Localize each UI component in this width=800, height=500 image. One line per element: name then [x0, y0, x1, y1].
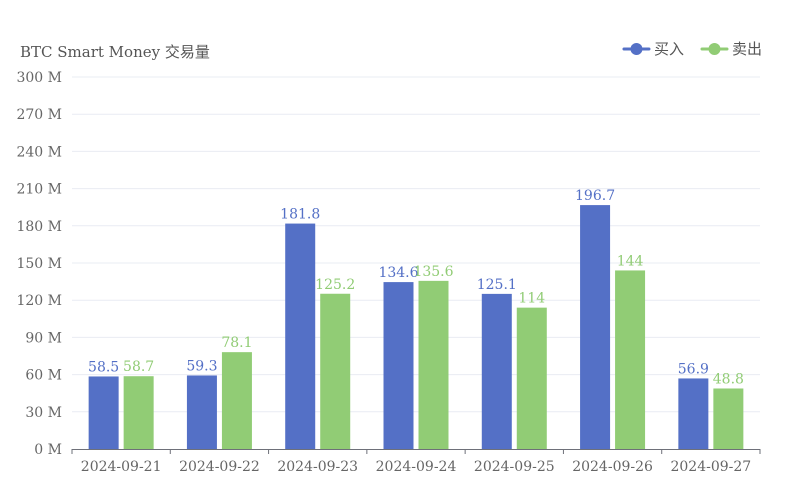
- legend-dot-icon: [630, 43, 643, 55]
- bar-buy[interactable]: [186, 375, 217, 449]
- x-tick-label: 2024-09-25: [474, 459, 555, 475]
- data-label: 134.6: [378, 265, 418, 281]
- bar-buy[interactable]: [678, 378, 709, 449]
- y-tick-label: 90 M: [25, 330, 62, 346]
- y-tick-label: 240 M: [16, 144, 62, 160]
- data-label: 196.7: [575, 188, 615, 204]
- legend-label: 买入: [654, 40, 684, 58]
- data-labels: 58.5 59.3 181.8 134.6 125.1 196.7 56.9 58.7 78.1…: [88, 188, 744, 387]
- bar-buy[interactable]: [88, 376, 119, 449]
- y-tick-label: 120 M: [16, 293, 62, 309]
- bar-buy[interactable]: [285, 223, 316, 449]
- legend-dot-icon: [708, 43, 721, 55]
- bar-sell[interactable]: [320, 293, 351, 449]
- x-tick-label: 2024-09-23: [277, 459, 358, 475]
- x-tick-label: 2024-09-21: [81, 459, 162, 475]
- axes: 0 M 30 M 60 M 90 M 120 M 150 M 180 M 210 M 240 M…: [16, 70, 761, 475]
- x-tick-label: 2024-09-26: [572, 459, 653, 475]
- y-tick-label: 30 M: [25, 405, 62, 421]
- data-label: 135.6: [413, 264, 453, 280]
- data-label: 114: [518, 291, 545, 307]
- data-label: 125.2: [315, 277, 355, 293]
- bar-sell[interactable]: [615, 270, 646, 449]
- grid-lines: [72, 76, 760, 413]
- legend-label: 卖出: [732, 40, 762, 58]
- data-label: 59.3: [186, 358, 217, 374]
- bar-sell[interactable]: [713, 388, 744, 449]
- data-label: 48.8: [713, 371, 744, 387]
- bar-sell[interactable]: [418, 280, 449, 449]
- y-tick-label: 150 M: [16, 256, 62, 272]
- bar-buy[interactable]: [580, 205, 611, 449]
- bars: [88, 205, 744, 449]
- bar-buy[interactable]: [383, 282, 414, 449]
- y-axis-title: BTC Smart Money 交易量: [20, 43, 210, 61]
- bar-buy[interactable]: [481, 293, 512, 449]
- data-label: 58.7: [123, 359, 154, 375]
- legend[interactable]: 卖出 买入: [622, 40, 762, 58]
- x-tick-label: 2024-09-22: [179, 459, 260, 475]
- y-tick-label: 300 M: [16, 70, 62, 86]
- bar-sell[interactable]: [516, 307, 547, 449]
- y-tick-label: 60 M: [25, 368, 62, 384]
- y-tick-label: 180 M: [16, 219, 62, 235]
- bar-sell[interactable]: [221, 352, 252, 449]
- y-tick-label: 0 M: [34, 442, 62, 458]
- data-label: 58.5: [88, 359, 119, 375]
- y-tick-label: 270 M: [16, 107, 62, 123]
- x-tick-label: 2024-09-27: [670, 459, 751, 475]
- data-label: 181.8: [280, 207, 320, 223]
- bar-sell[interactable]: [123, 376, 154, 449]
- data-label: 144: [617, 253, 644, 269]
- y-tick-label: 210 M: [16, 182, 62, 198]
- data-label: 56.9: [678, 361, 709, 377]
- data-label: 78.1: [221, 335, 252, 351]
- x-tick-label: 2024-09-24: [376, 459, 457, 475]
- data-label: 125.1: [477, 277, 517, 293]
